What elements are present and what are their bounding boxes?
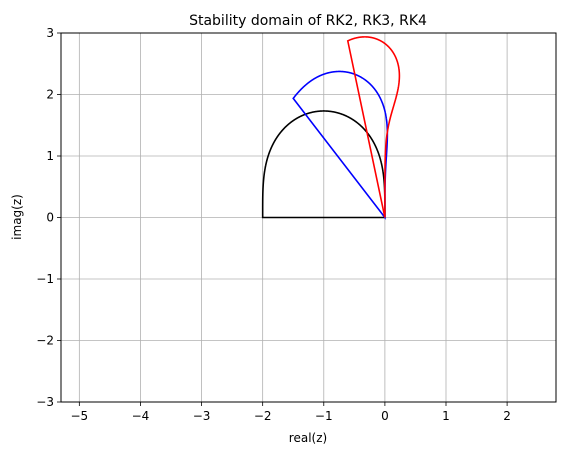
x-tick-label: −5 <box>70 409 88 423</box>
x-tick-label: 2 <box>503 409 511 423</box>
series-line-rk2 <box>261 110 386 219</box>
x-axis-label: real(z) <box>289 431 327 445</box>
y-tick-label: −1 <box>36 272 54 286</box>
x-tick-label: −2 <box>254 409 272 423</box>
series-line-rk3 <box>292 70 389 220</box>
x-tick-label: −1 <box>315 409 333 423</box>
ticks: −5 −4 −3 −2 −1 0 1 2 −3 −2 −1 0 1 2 3 <box>36 26 511 423</box>
y-tick-label: 0 <box>46 211 54 225</box>
y-tick-label: 1 <box>46 149 54 163</box>
x-tick-label: −3 <box>193 409 211 423</box>
curves <box>261 36 401 220</box>
y-tick-label: −2 <box>36 334 54 348</box>
series-line-rk4 <box>346 36 401 218</box>
x-tick-label: −4 <box>132 409 150 423</box>
y-tick-label: −3 <box>36 395 54 409</box>
x-tick-label: 0 <box>381 409 389 423</box>
y-tick-label: 3 <box>46 26 54 40</box>
chart-title: Stability domain of RK2, RK3, RK4 <box>189 13 427 29</box>
x-tick-label: 1 <box>442 409 450 423</box>
y-axis-label: imag(z) <box>10 194 24 240</box>
y-tick-label: 2 <box>46 88 54 102</box>
